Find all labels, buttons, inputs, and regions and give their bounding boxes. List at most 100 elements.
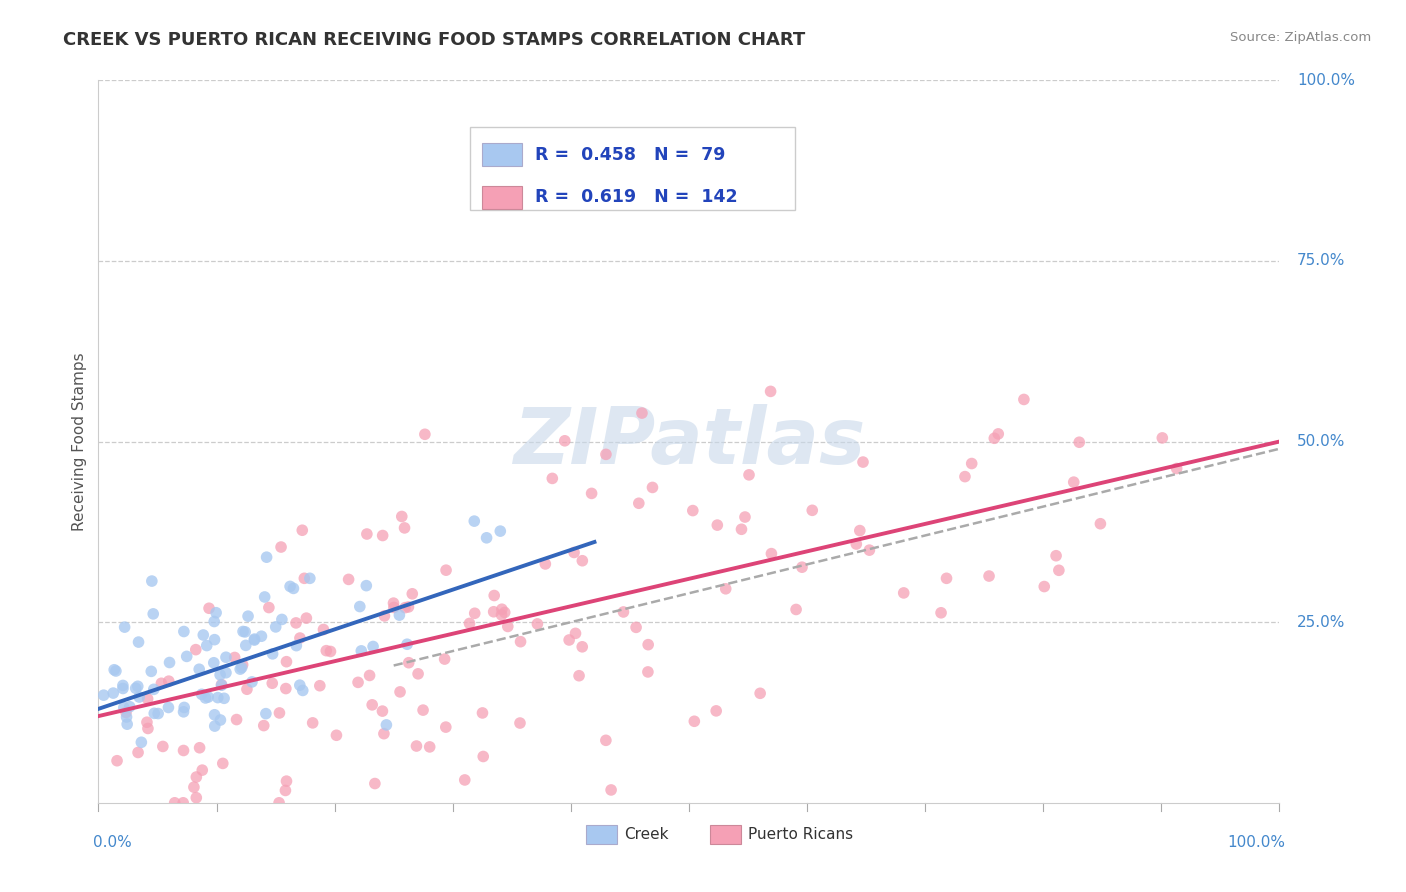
Point xyxy=(683,714,706,729)
Point xyxy=(509,634,531,648)
Point xyxy=(93,688,115,702)
Point xyxy=(233,624,256,639)
Point xyxy=(364,776,387,790)
Point xyxy=(103,686,125,700)
Point xyxy=(454,772,477,787)
Text: 0.0%: 0.0% xyxy=(93,835,131,850)
Point xyxy=(264,620,287,634)
Point xyxy=(278,579,301,593)
Point xyxy=(240,674,263,689)
Point xyxy=(186,790,208,805)
Point xyxy=(893,586,915,600)
Point xyxy=(136,722,159,736)
Point xyxy=(759,384,782,399)
Point xyxy=(274,681,297,696)
Y-axis label: Receiving Food Stamps: Receiving Food Stamps xyxy=(72,352,87,531)
Text: R =  0.619   N =  142: R = 0.619 N = 142 xyxy=(536,188,738,206)
Text: Creek: Creek xyxy=(624,827,668,842)
Point xyxy=(211,678,233,692)
Point xyxy=(204,707,226,722)
Point xyxy=(225,713,247,727)
Point xyxy=(215,665,238,680)
Point xyxy=(243,633,266,648)
Point xyxy=(849,524,872,538)
Point xyxy=(852,455,875,469)
Point xyxy=(205,606,228,620)
Point xyxy=(382,600,405,615)
Point xyxy=(243,632,266,646)
FancyBboxPatch shape xyxy=(586,825,617,844)
Point xyxy=(412,703,434,717)
Point xyxy=(274,783,297,797)
Text: 25.0%: 25.0% xyxy=(1298,615,1346,630)
Point xyxy=(1063,475,1085,490)
Point xyxy=(253,590,276,604)
Point xyxy=(232,624,254,639)
Point xyxy=(595,447,617,461)
Point xyxy=(472,749,495,764)
Point xyxy=(704,704,727,718)
FancyBboxPatch shape xyxy=(710,825,741,844)
Point xyxy=(482,589,505,603)
Point xyxy=(125,681,148,696)
Point xyxy=(319,644,342,658)
Point xyxy=(270,612,292,626)
Point xyxy=(464,607,486,621)
Point xyxy=(173,743,195,757)
Point xyxy=(361,698,384,712)
Point xyxy=(534,557,557,571)
Point xyxy=(204,719,226,733)
Point xyxy=(176,649,198,664)
Point xyxy=(127,746,149,760)
Text: Source: ZipAtlas.com: Source: ZipAtlas.com xyxy=(1230,31,1371,45)
Point xyxy=(706,518,728,533)
Point xyxy=(373,727,395,741)
Point xyxy=(254,706,277,721)
Point xyxy=(236,609,259,624)
Point xyxy=(235,639,257,653)
Point xyxy=(236,682,259,697)
Point xyxy=(371,704,394,718)
Point xyxy=(482,605,505,619)
Point xyxy=(433,652,456,666)
Point xyxy=(103,663,125,677)
Text: 100.0%: 100.0% xyxy=(1227,835,1285,850)
Point xyxy=(207,690,229,705)
Point xyxy=(637,638,659,652)
Point xyxy=(163,796,186,810)
Point xyxy=(398,656,420,670)
Point xyxy=(394,521,416,535)
Point xyxy=(401,587,423,601)
Point xyxy=(157,700,180,714)
Point xyxy=(458,616,481,631)
Point xyxy=(801,503,824,517)
Point xyxy=(389,685,412,699)
Point xyxy=(785,602,807,616)
Point xyxy=(396,637,419,651)
Point xyxy=(749,686,772,700)
Point xyxy=(295,611,318,625)
Point xyxy=(434,563,457,577)
Point xyxy=(526,616,548,631)
Point xyxy=(215,650,238,665)
Point xyxy=(190,687,212,701)
Point xyxy=(312,623,335,637)
Point xyxy=(983,431,1005,445)
Point xyxy=(256,550,278,565)
Point xyxy=(152,739,174,754)
Point xyxy=(388,608,411,623)
Point xyxy=(292,571,315,585)
Point xyxy=(1166,461,1188,475)
Point xyxy=(270,540,292,554)
Point xyxy=(790,560,813,574)
Point xyxy=(562,545,585,559)
Point xyxy=(224,650,246,665)
Point xyxy=(413,427,436,442)
Point xyxy=(197,690,219,704)
Point xyxy=(173,705,195,719)
Point xyxy=(398,599,420,614)
Point xyxy=(568,669,591,683)
Point xyxy=(288,631,311,645)
Point xyxy=(1012,392,1035,407)
Point xyxy=(371,528,394,542)
